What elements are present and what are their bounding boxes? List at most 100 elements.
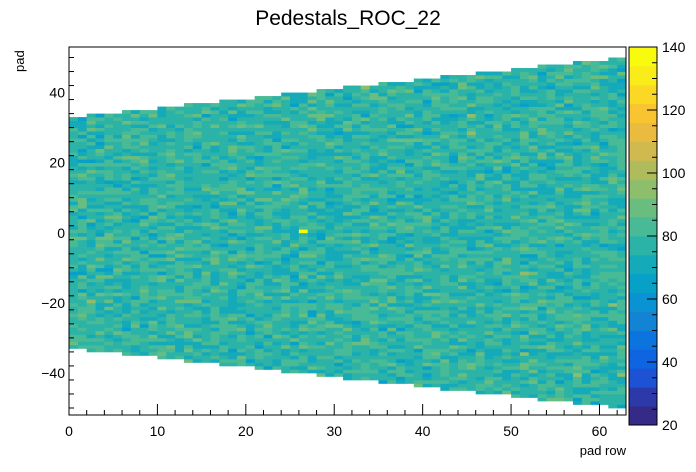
heatmap-cell bbox=[502, 127, 512, 132]
heatmap-cell bbox=[413, 117, 424, 121]
heatmap-cell bbox=[272, 243, 282, 248]
heatmap-cell bbox=[175, 222, 185, 227]
heatmap-cell bbox=[360, 113, 370, 118]
heatmap-cell bbox=[546, 138, 556, 143]
heatmap-cell bbox=[334, 355, 344, 360]
heatmap-cell bbox=[263, 201, 273, 206]
heatmap-cell bbox=[334, 180, 344, 185]
heatmap-cell bbox=[360, 187, 370, 192]
heatmap-cell bbox=[245, 341, 256, 346]
heatmap-cell bbox=[564, 355, 574, 360]
heatmap-cell bbox=[378, 292, 388, 297]
heatmap-cell bbox=[298, 166, 309, 171]
heatmap-cell bbox=[192, 208, 203, 213]
heatmap-cell bbox=[502, 344, 512, 349]
heatmap-cell bbox=[590, 92, 600, 97]
heatmap-cell bbox=[210, 194, 220, 199]
heatmap-cell bbox=[166, 236, 176, 241]
heatmap-cell bbox=[396, 183, 406, 188]
heatmap-cell bbox=[387, 82, 397, 86]
heatmap-cell bbox=[290, 141, 300, 146]
heatmap-cell bbox=[581, 264, 592, 269]
heatmap-cell bbox=[502, 379, 512, 384]
heatmap-cell bbox=[157, 225, 167, 230]
heatmap-cell bbox=[290, 365, 300, 370]
heatmap-cell bbox=[519, 243, 530, 248]
heatmap-cell bbox=[113, 152, 123, 157]
heatmap-cell bbox=[555, 327, 565, 332]
heatmap-cell bbox=[69, 299, 79, 304]
heatmap-cell bbox=[166, 341, 176, 346]
heatmap-cell bbox=[245, 141, 256, 146]
heatmap-cell bbox=[555, 120, 565, 125]
heatmap-cell bbox=[590, 320, 600, 325]
heatmap-cell bbox=[458, 243, 468, 248]
heatmap-cell bbox=[466, 134, 477, 139]
heatmap-cell bbox=[528, 211, 538, 216]
heatmap-cell bbox=[183, 194, 194, 199]
heatmap-cell bbox=[298, 131, 309, 136]
heatmap-cell bbox=[228, 183, 238, 188]
heatmap-cell bbox=[590, 106, 600, 111]
heatmap-cell bbox=[369, 306, 379, 311]
heatmap-cell bbox=[413, 113, 424, 118]
heatmap-cell bbox=[396, 274, 406, 279]
heatmap-cell bbox=[546, 232, 556, 237]
heatmap-cell bbox=[572, 281, 583, 286]
heatmap-cell bbox=[122, 218, 132, 223]
heatmap-cell bbox=[86, 117, 96, 121]
heatmap-cell bbox=[564, 117, 574, 121]
heatmap-cell bbox=[281, 271, 291, 276]
heatmap-cell bbox=[130, 187, 141, 192]
heatmap-cell bbox=[581, 288, 592, 293]
heatmap-cell bbox=[263, 362, 273, 367]
heatmap-cell bbox=[511, 201, 521, 206]
heatmap-cell bbox=[555, 64, 565, 69]
heatmap-cell bbox=[599, 281, 609, 286]
heatmap-cell bbox=[590, 250, 600, 255]
heatmap-cell bbox=[139, 211, 149, 216]
heatmap-cell bbox=[493, 183, 503, 188]
heatmap-cell bbox=[298, 124, 309, 128]
heatmap-cell bbox=[493, 327, 503, 332]
heatmap-cell bbox=[245, 246, 256, 251]
heatmap-cell bbox=[122, 141, 132, 146]
heatmap-cell bbox=[228, 138, 238, 143]
heatmap-cell bbox=[572, 348, 583, 353]
heatmap-cell bbox=[254, 141, 264, 146]
heatmap-cell bbox=[307, 334, 317, 339]
heatmap-cell bbox=[528, 267, 538, 272]
heatmap-cell bbox=[290, 134, 300, 139]
heatmap-cell bbox=[555, 78, 565, 83]
heatmap-cell bbox=[281, 155, 291, 160]
heatmap-cell bbox=[307, 176, 317, 181]
heatmap-cell bbox=[77, 183, 88, 188]
heatmap-cell bbox=[422, 159, 432, 164]
heatmap-cell bbox=[466, 330, 477, 335]
heatmap-cell bbox=[466, 358, 477, 363]
heatmap-cell bbox=[228, 222, 238, 227]
heatmap-cell bbox=[183, 355, 194, 360]
heatmap-cell bbox=[528, 323, 538, 328]
heatmap-cell bbox=[555, 313, 565, 318]
heatmap-cell bbox=[104, 313, 114, 318]
heatmap-cell bbox=[86, 246, 96, 251]
heatmap-cell bbox=[298, 232, 309, 237]
heatmap-cell bbox=[316, 365, 326, 370]
heatmap-cell bbox=[263, 120, 273, 125]
heatmap-cell bbox=[440, 274, 450, 279]
heatmap-cell bbox=[316, 99, 326, 104]
heatmap-cell bbox=[104, 120, 114, 125]
heatmap-cell bbox=[458, 187, 468, 192]
heatmap-cell bbox=[236, 278, 247, 283]
heatmap-cell bbox=[511, 267, 521, 272]
heatmap-cell bbox=[236, 302, 247, 307]
heatmap-cell bbox=[148, 229, 158, 234]
heatmap-cell bbox=[546, 351, 556, 356]
heatmap-cell bbox=[307, 148, 317, 153]
heatmap-cell bbox=[537, 376, 547, 381]
heatmap-cell bbox=[228, 330, 238, 335]
heatmap-cell bbox=[404, 362, 415, 367]
heatmap-cell bbox=[183, 201, 194, 206]
heatmap-cell bbox=[95, 155, 105, 160]
